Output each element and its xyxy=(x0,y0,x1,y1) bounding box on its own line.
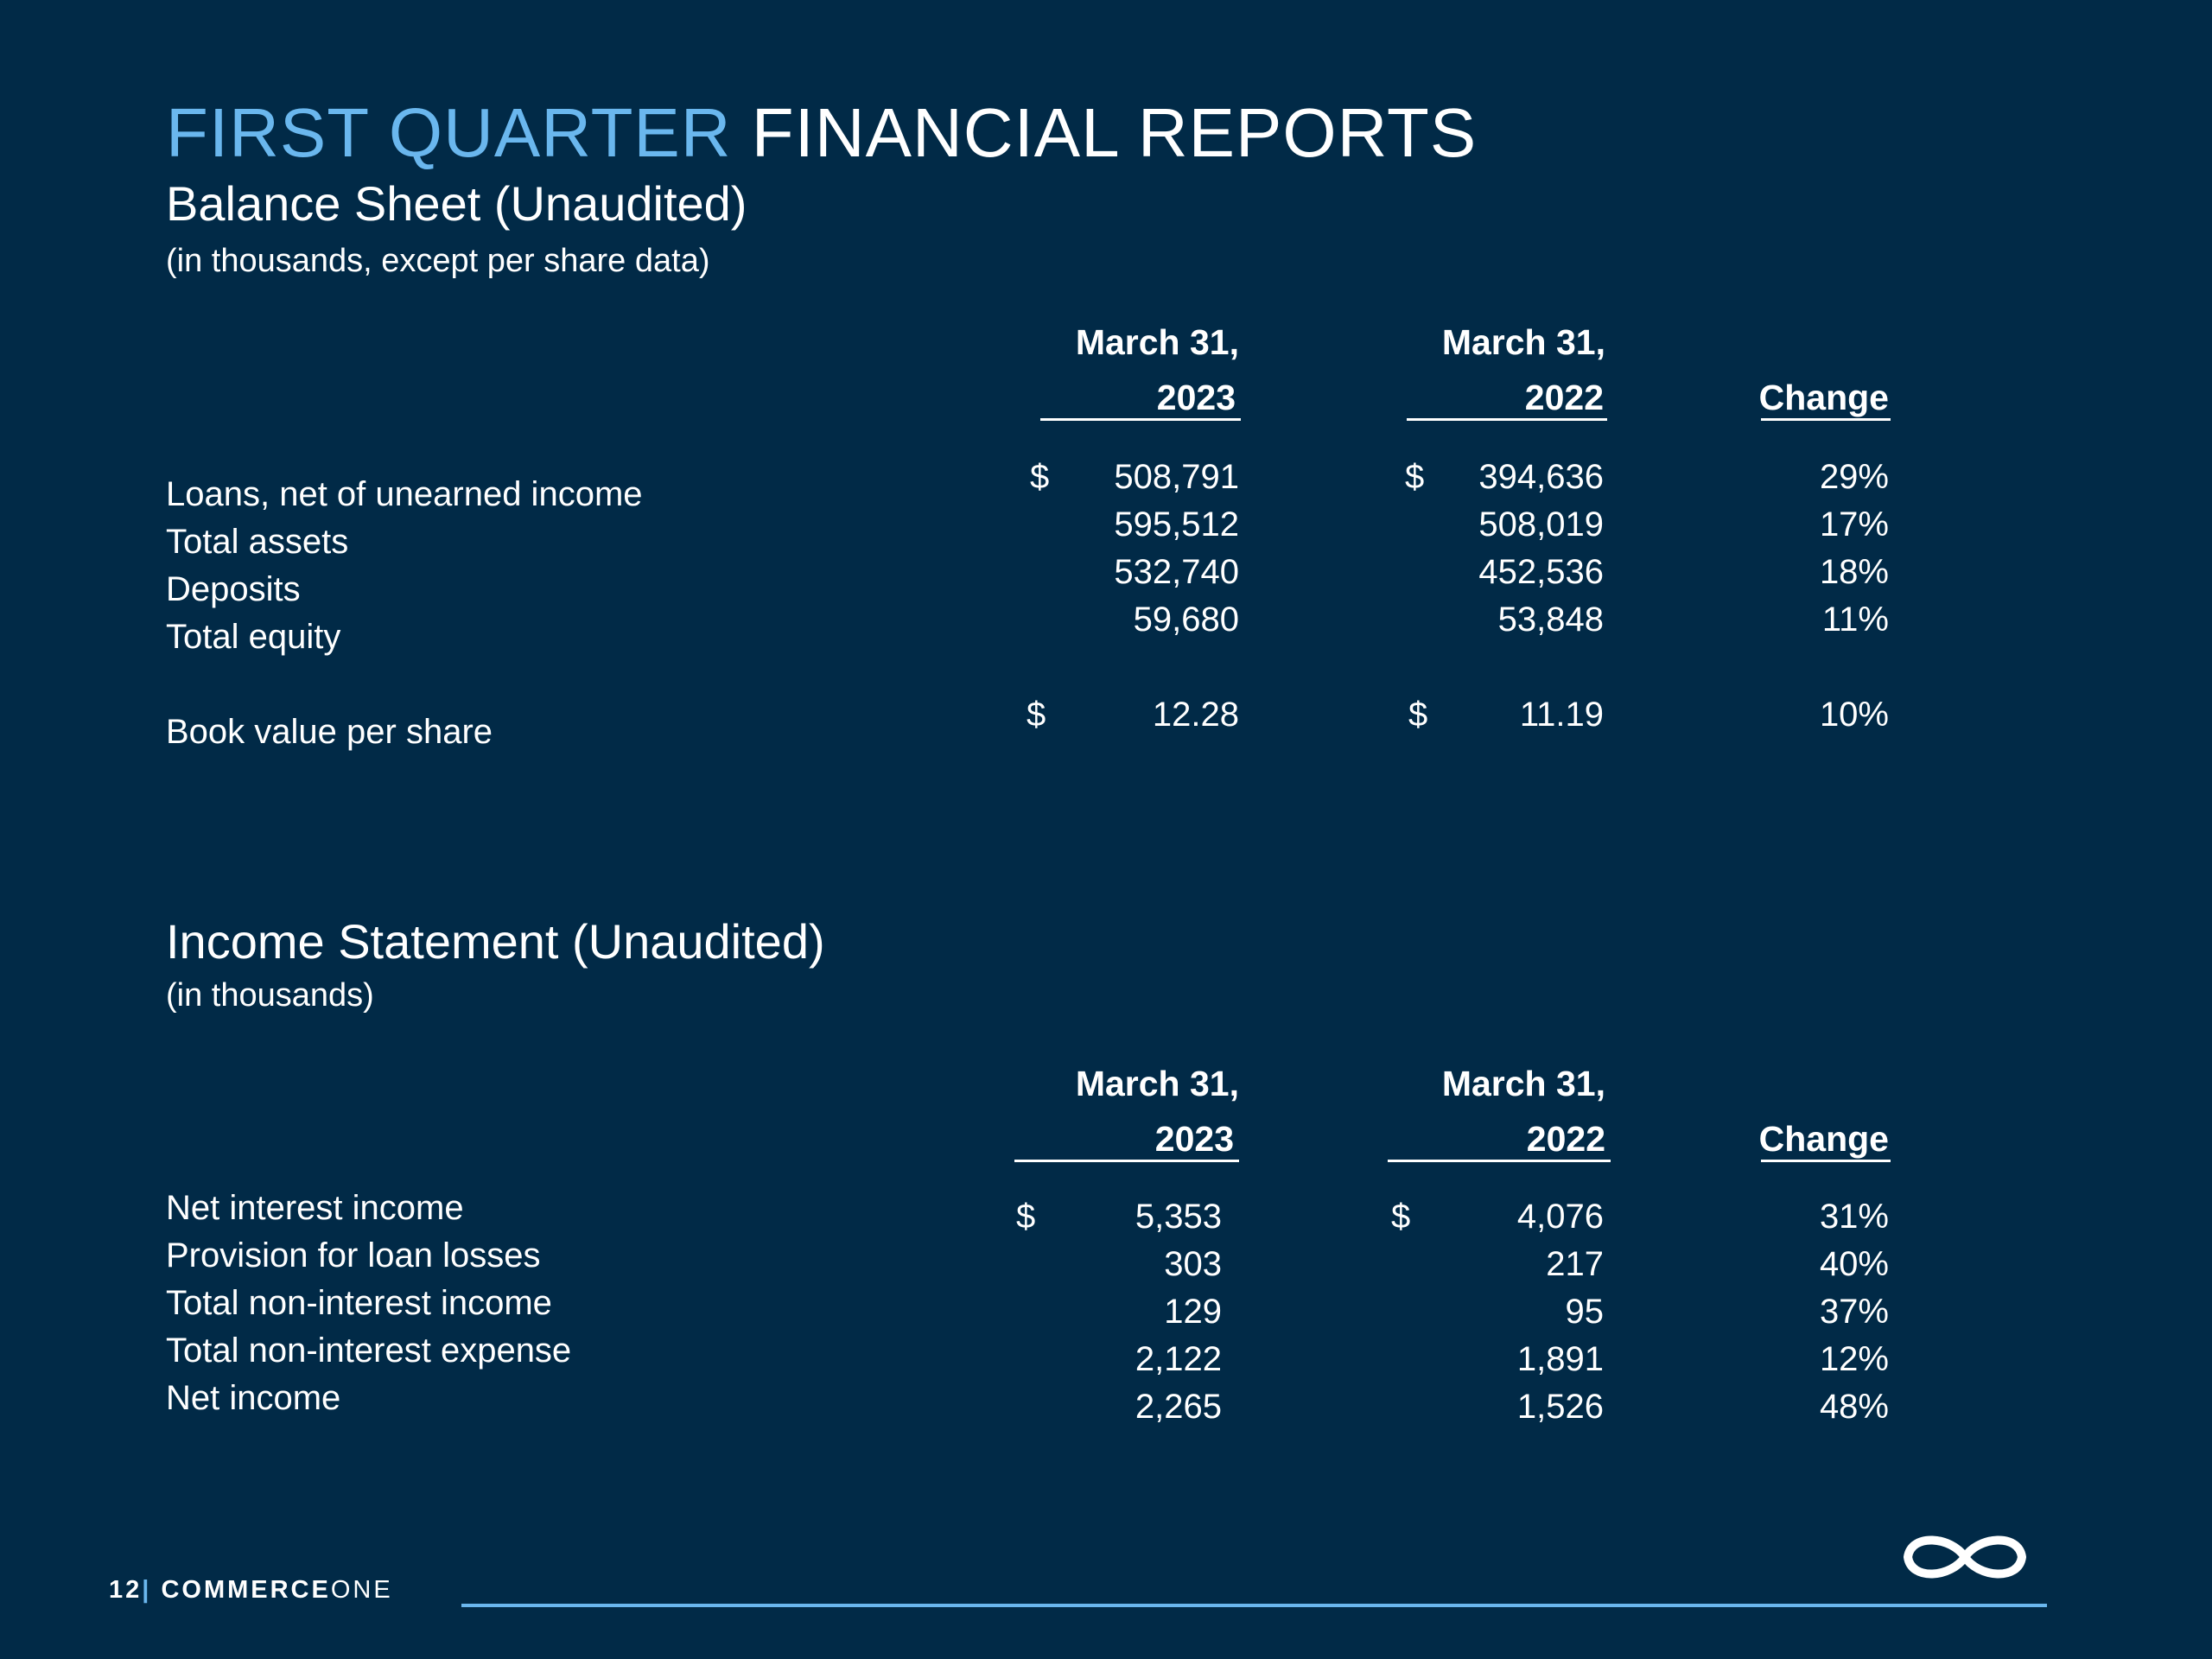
bs-row-label: Deposits xyxy=(166,570,301,608)
is-row-label: Net income xyxy=(166,1379,341,1417)
page-title: FIRST QUARTER FINANCIAL REPORTS xyxy=(166,90,1477,176)
is-row-value-2022: 95 xyxy=(1565,1293,1605,1331)
is-row-dollar-2022: $ xyxy=(1391,1198,1411,1236)
bs-row-change: 11% xyxy=(1821,601,1889,639)
is-col-2022-underline xyxy=(1388,1160,1611,1162)
income-statement-subtitle: (in thousands) xyxy=(166,977,374,1014)
bs-col-2023-year: 2023 xyxy=(1156,378,1236,417)
is-row-label: Total non-interest income xyxy=(166,1284,552,1322)
bs-col-2022-year: 2022 xyxy=(1524,378,1604,417)
bs-row-value-2023: 59,680 xyxy=(1133,601,1239,639)
is-row-value-2023: 2,122 xyxy=(1135,1340,1222,1378)
is-col-2023-month: March 31, xyxy=(1075,1064,1239,1103)
bs-row-value-2022: 452,536 xyxy=(1478,553,1604,591)
bs-row-value-2022: 11.19 xyxy=(1519,696,1604,734)
is-col-2022-month: March 31, xyxy=(1441,1064,1605,1103)
is-row-value-2022: 4,076 xyxy=(1516,1198,1604,1236)
bs-row-change: 18% xyxy=(1819,553,1889,591)
income-statement-title: Income Statement (Unaudited) xyxy=(166,914,825,969)
is-col-2023-underline xyxy=(1014,1160,1239,1162)
bs-row-value-2023: 12.28 xyxy=(1152,696,1239,734)
is-row-change: 48% xyxy=(1819,1388,1889,1426)
is-row-label: Provision for loan losses xyxy=(166,1236,541,1274)
bs-col-2022-month: March 31, xyxy=(1441,322,1605,362)
is-row-value-2022: 1,526 xyxy=(1516,1388,1604,1426)
bs-row-value-2023: 508,791 xyxy=(1114,458,1239,496)
is-col-change: Change xyxy=(1758,1119,1889,1159)
bs-row-change: 29% xyxy=(1819,458,1889,496)
bs-col-2023-month: March 31, xyxy=(1075,322,1239,362)
is-col-change-underline xyxy=(1761,1160,1891,1162)
is-col-2023-year: 2023 xyxy=(1154,1119,1234,1159)
bs-col-2023-underline xyxy=(1040,418,1241,421)
is-row-value-2023: 5,353 xyxy=(1135,1198,1222,1236)
bs-row-change: 10% xyxy=(1819,696,1889,734)
bs-row-dollar-2022: $ xyxy=(1408,696,1428,734)
is-row-value-2022: 1,891 xyxy=(1516,1340,1604,1378)
bs-row-label: Book value per share xyxy=(166,713,493,751)
is-row-value-2023: 129 xyxy=(1164,1293,1222,1331)
bs-row-dollar-2022: $ xyxy=(1405,458,1425,496)
bs-row-value-2022: 53,848 xyxy=(1497,601,1604,639)
bs-row-label: Total assets xyxy=(166,523,349,561)
bs-row-value-2023: 595,512 xyxy=(1114,505,1239,543)
bs-row-label: Total equity xyxy=(166,618,341,656)
page-number: 12 xyxy=(109,1576,143,1604)
is-row-value-2022: 217 xyxy=(1546,1245,1604,1283)
page-title-accent: FIRST QUARTER xyxy=(166,94,732,171)
bs-col-change-underline xyxy=(1761,418,1891,421)
bs-row-change: 17% xyxy=(1819,505,1889,543)
is-row-change: 40% xyxy=(1819,1245,1889,1283)
is-row-dollar-2023: $ xyxy=(1016,1198,1036,1236)
brand-name-light: ONE xyxy=(330,1576,393,1604)
is-col-2022-year: 2022 xyxy=(1526,1119,1605,1159)
is-row-label: Net interest income xyxy=(166,1189,464,1227)
brand-name-bold: COMMERCE xyxy=(161,1576,331,1604)
bs-col-2022-underline xyxy=(1407,418,1607,421)
footer-rule xyxy=(461,1604,2047,1607)
is-row-label: Total non-interest expense xyxy=(166,1332,572,1370)
bs-row-dollar-2023: $ xyxy=(1027,696,1046,734)
bs-row-label: Loans, net of unearned income xyxy=(166,475,643,513)
bs-row-dollar-2023: $ xyxy=(1030,458,1050,496)
page-title-rest: FINANCIAL REPORTS xyxy=(751,94,1478,171)
bs-col-change: Change xyxy=(1758,378,1889,417)
bs-row-value-2022: 394,636 xyxy=(1478,458,1604,496)
footer-brand: 12| COMMERCEONE xyxy=(109,1573,393,1607)
balance-sheet-subtitle: (in thousands, except per share data) xyxy=(166,243,710,279)
infinity-logo-icon xyxy=(1897,1524,2032,1590)
is-row-value-2023: 2,265 xyxy=(1135,1388,1222,1426)
balance-sheet-title: Balance Sheet (Unaudited) xyxy=(166,176,747,231)
is-row-change: 12% xyxy=(1819,1340,1889,1378)
bs-row-value-2022: 508,019 xyxy=(1478,505,1604,543)
is-row-change: 37% xyxy=(1819,1293,1889,1331)
is-row-change: 31% xyxy=(1819,1198,1889,1236)
footer-separator: | xyxy=(142,1576,152,1604)
bs-row-value-2023: 532,740 xyxy=(1114,553,1239,591)
is-row-value-2023: 303 xyxy=(1164,1245,1222,1283)
